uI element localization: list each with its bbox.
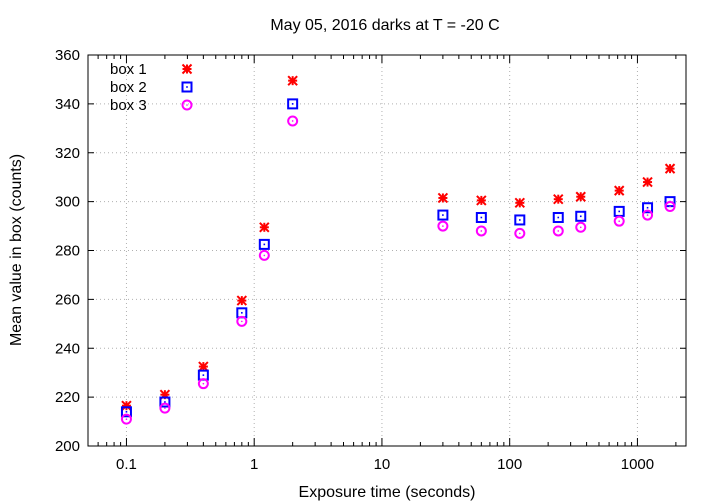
data-point-box-2 xyxy=(575,210,587,222)
x-tick-label: 1000 xyxy=(621,456,654,473)
legend-marker-box-2 xyxy=(181,81,193,93)
data-point-box-3 xyxy=(197,378,209,390)
data-point-box-3 xyxy=(258,249,270,261)
x-tick-label: 0.1 xyxy=(116,456,137,473)
x-tick-label: 1 xyxy=(250,456,258,473)
data-point-box-2 xyxy=(552,212,564,224)
data-point-box-1 xyxy=(476,195,487,206)
x-tick-label: 100 xyxy=(497,456,522,473)
y-tick-label: 240 xyxy=(55,340,80,357)
x-axis-label: Exposure time (seconds) xyxy=(299,484,476,501)
legend-label: box 3 xyxy=(110,97,147,114)
data-point-box-3 xyxy=(664,201,676,213)
legend-label: box 1 xyxy=(110,61,147,78)
y-tick-label: 300 xyxy=(55,194,80,211)
legend-marker-box-3 xyxy=(181,99,193,111)
data-point-box-3 xyxy=(552,225,564,237)
y-tick-label: 320 xyxy=(55,145,80,162)
chart-title: May 05, 2016 darks at T = -20 C xyxy=(270,17,499,34)
data-point-box-1 xyxy=(575,191,586,202)
legend-marker-box-1 xyxy=(181,63,193,75)
data-point-box-1 xyxy=(642,176,653,188)
data-point-box-3 xyxy=(575,221,587,233)
data-point-box-1 xyxy=(553,193,564,205)
data-point-box-2 xyxy=(287,98,299,110)
y-axis-label: Mean value in box (counts) xyxy=(8,154,25,346)
data-point-box-3 xyxy=(287,115,299,127)
plot-frame xyxy=(87,54,687,447)
y-tick-label: 220 xyxy=(55,389,80,406)
data-point-box-2 xyxy=(120,406,132,418)
data-point-box-3 xyxy=(437,220,449,232)
data-point-box-1 xyxy=(437,192,449,204)
data-point-box-1 xyxy=(613,185,625,196)
x-tick-label: 10 xyxy=(374,456,391,473)
data-point-box-2 xyxy=(258,238,270,250)
data-point-box-2 xyxy=(437,209,449,221)
y-tick-label: 260 xyxy=(55,291,80,308)
data-points xyxy=(120,75,676,425)
data-point-box-2 xyxy=(514,214,526,226)
y-tick-label: 280 xyxy=(55,243,80,260)
data-point-box-3 xyxy=(475,225,487,237)
legend-label: box 2 xyxy=(110,79,147,96)
data-point-box-1 xyxy=(198,361,209,372)
data-point-box-2 xyxy=(475,212,487,224)
data-point-box-2 xyxy=(642,202,654,214)
data-point-box-3 xyxy=(236,315,248,327)
data-point-box-3 xyxy=(514,227,526,239)
data-point-box-2 xyxy=(159,396,171,408)
y-tick-label: 360 xyxy=(55,47,80,64)
data-point-box-1 xyxy=(514,197,526,209)
data-point-box-1 xyxy=(236,295,248,306)
axis-ticks xyxy=(88,54,686,447)
y-tick-label: 340 xyxy=(55,96,80,113)
data-point-box-3 xyxy=(120,413,132,425)
data-point-box-3 xyxy=(613,215,625,227)
grid xyxy=(88,55,686,446)
data-point-box-1 xyxy=(664,163,676,174)
data-point-box-3 xyxy=(642,209,654,221)
data-point-box-2 xyxy=(613,205,625,217)
data-point-box-1 xyxy=(287,75,298,86)
tick-labels: 200 220 240 260 280 300 320 340 360 0.1 1 10 100 1000 xyxy=(55,47,654,473)
data-point-box-1 xyxy=(121,400,132,411)
data-point-box-1 xyxy=(259,222,270,233)
y-tick-label: 200 xyxy=(55,438,80,455)
data-point-box-3 xyxy=(159,402,171,414)
